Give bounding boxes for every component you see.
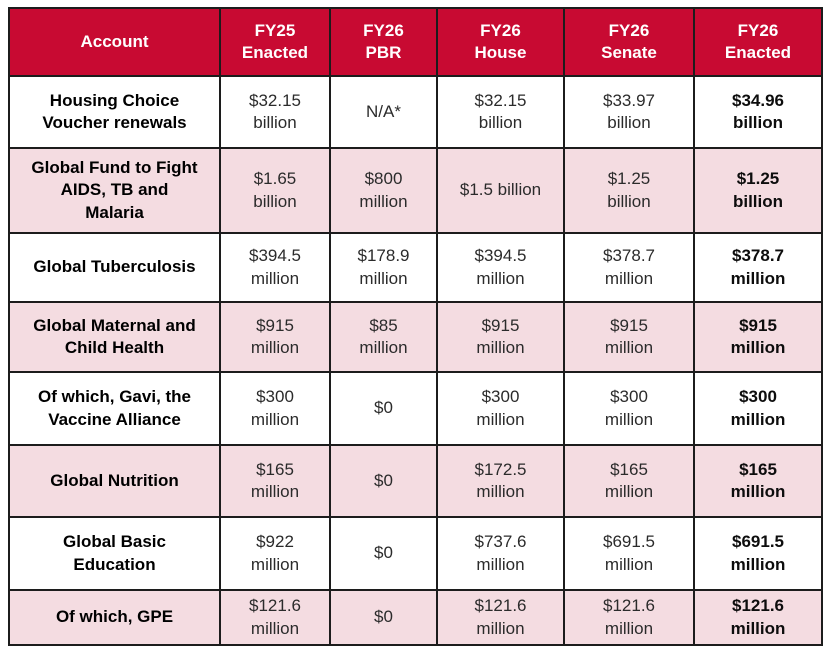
table-row-gpe: Of which, GPE $121.6 million $0 $121.6 m…	[8, 589, 823, 646]
cell-fy26-enacted: $378.7 million	[693, 232, 823, 303]
cell-fy26-enacted: $691.5 million	[693, 516, 823, 591]
cell-fy26-pbr: $178.9 million	[329, 232, 438, 303]
cell-fy26-house: $394.5 million	[436, 232, 565, 303]
cell-fy26-house: $172.5 million	[436, 444, 565, 518]
cell-fy26-senate: $165 million	[563, 444, 695, 518]
cell-fy26-house: $121.6 million	[436, 589, 565, 646]
table-row-gavi-vaccine-alliance: Of which, Gavi, the Vaccine Alliance $30…	[8, 371, 823, 446]
cell-fy26-enacted: $1.25 billion	[693, 147, 823, 234]
row-label: Global Tuberculosis	[8, 232, 221, 303]
table-row-global-nutrition: Global Nutrition $165 million $0 $172.5 …	[8, 444, 823, 518]
cell-fy26-senate: $378.7 million	[563, 232, 695, 303]
table-row-housing-choice-voucher: Housing Choice Voucher renewals $32.15 b…	[8, 75, 823, 149]
row-label: Global Maternal and Child Health	[8, 301, 221, 373]
cell-fy26-house: $1.5 billion	[436, 147, 565, 234]
cell-fy26-enacted: $121.6 million	[693, 589, 823, 646]
cell-fy26-pbr: $0	[329, 371, 438, 446]
table-row-global-maternal-child-health: Global Maternal and Child Health $915 mi…	[8, 301, 823, 373]
cell-fy26-pbr: N/A*	[329, 75, 438, 149]
table-row-global-basic-education: Global Basic Education $922 million $0 $…	[8, 516, 823, 591]
cell-fy25-enacted: $300 million	[219, 371, 331, 446]
table-row-global-tuberculosis: Global Tuberculosis $394.5 million $178.…	[8, 232, 823, 303]
row-label: Housing Choice Voucher renewals	[8, 75, 221, 149]
cell-fy26-pbr: $800 million	[329, 147, 438, 234]
row-label: Of which, GPE	[8, 589, 221, 646]
table-header: Account FY25 Enacted FY26 PBR FY26 House…	[8, 7, 823, 77]
cell-fy25-enacted: $165 million	[219, 444, 331, 518]
column-header-fy26-senate: FY26 Senate	[563, 7, 695, 77]
cell-fy25-enacted: $1.65 billion	[219, 147, 331, 234]
cell-fy25-enacted: $922 million	[219, 516, 331, 591]
column-header-fy26-house: FY26 House	[436, 7, 565, 77]
cell-fy26-senate: $691.5 million	[563, 516, 695, 591]
cell-fy26-enacted: $915 million	[693, 301, 823, 373]
cell-fy26-senate: $1.25 billion	[563, 147, 695, 234]
cell-fy26-senate: $121.6 million	[563, 589, 695, 646]
cell-fy25-enacted: $394.5 million	[219, 232, 331, 303]
cell-fy26-house: $915 million	[436, 301, 565, 373]
cell-fy26-senate: $300 million	[563, 371, 695, 446]
cell-fy26-senate: $33.97 billion	[563, 75, 695, 149]
cell-fy26-enacted: $34.96 billion	[693, 75, 823, 149]
column-header-fy25-enacted: FY25 Enacted	[219, 7, 331, 77]
cell-fy25-enacted: $32.15 billion	[219, 75, 331, 149]
table-body: Housing Choice Voucher renewals $32.15 b…	[8, 75, 823, 646]
cell-fy26-house: $32.15 billion	[436, 75, 565, 149]
cell-fy26-house: $737.6 million	[436, 516, 565, 591]
cell-fy25-enacted: $915 million	[219, 301, 331, 373]
cell-fy26-pbr: $85 million	[329, 301, 438, 373]
table-row-global-fund: Global Fund to Fight AIDS, TB and Malari…	[8, 147, 823, 234]
cell-fy26-house: $300 million	[436, 371, 565, 446]
cell-fy26-enacted: $300 million	[693, 371, 823, 446]
cell-fy26-senate: $915 million	[563, 301, 695, 373]
column-header-account: Account	[8, 7, 221, 77]
cell-fy26-pbr: $0	[329, 444, 438, 518]
header-row: Account FY25 Enacted FY26 PBR FY26 House…	[8, 7, 823, 77]
row-label: Global Fund to Fight AIDS, TB and Malari…	[8, 147, 221, 234]
column-header-fy26-enacted: FY26 Enacted	[693, 7, 823, 77]
column-header-fy26-pbr: FY26 PBR	[329, 7, 438, 77]
row-label: Global Nutrition	[8, 444, 221, 518]
cell-fy25-enacted: $121.6 million	[219, 589, 331, 646]
budget-table: Account FY25 Enacted FY26 PBR FY26 House…	[8, 7, 823, 646]
cell-fy26-pbr: $0	[329, 589, 438, 646]
row-label: Global Basic Education	[8, 516, 221, 591]
row-label: Of which, Gavi, the Vaccine Alliance	[8, 371, 221, 446]
cell-fy26-enacted: $165 million	[693, 444, 823, 518]
cell-fy26-pbr: $0	[329, 516, 438, 591]
